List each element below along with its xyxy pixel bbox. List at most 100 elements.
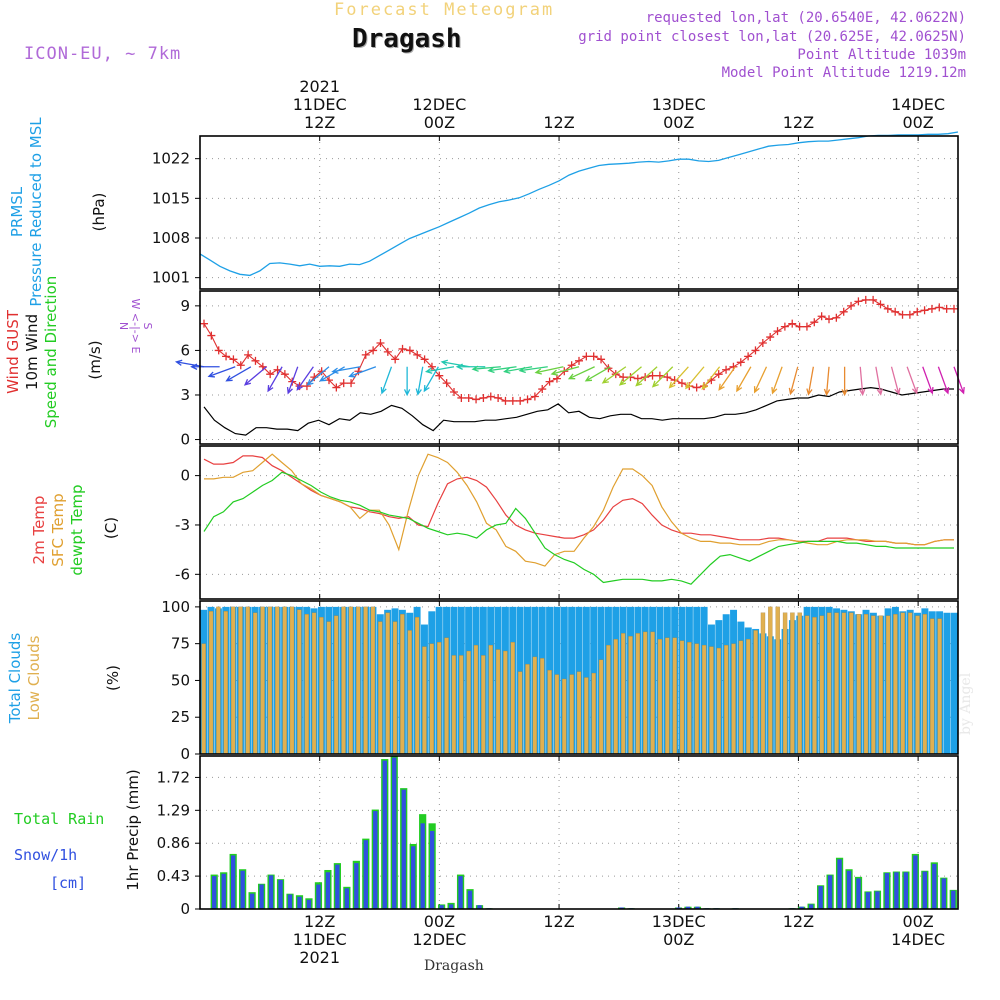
y-tick-label: 1001: [152, 269, 190, 287]
snow-bar: [420, 823, 425, 909]
low-cloud-bar: [481, 655, 486, 755]
gust-marker: [758, 338, 767, 347]
x-top-label: 2021: [299, 77, 340, 96]
y-tick-label: 50: [171, 671, 190, 689]
gust-marker: [795, 322, 804, 331]
y-tick-label: 1015: [152, 189, 190, 207]
gust-marker: [722, 365, 731, 374]
wind-arrow: [601, 366, 627, 384]
gust-marker: [626, 373, 635, 382]
y-tick-label: 0: [180, 467, 190, 485]
low-cloud-bar: [569, 674, 574, 755]
low-cloud-bar: [495, 649, 501, 755]
gust-marker: [457, 393, 466, 402]
gust-marker: [427, 362, 436, 371]
temp2m-line: [203, 455, 954, 546]
gust-marker: [692, 383, 701, 392]
wind-arrow: [753, 366, 768, 394]
wind-arrow: [651, 366, 674, 388]
low-cloud-bar: [444, 637, 449, 755]
low-cloud-bar: [201, 643, 206, 755]
snow-bar: [439, 905, 444, 909]
wind-arrow: [718, 366, 736, 391]
wind-arrow: [190, 363, 220, 370]
low-cloud-bar: [650, 631, 655, 755]
snow-bar: [458, 876, 463, 909]
wind-arrow: [348, 366, 377, 378]
low-cloud-bar: [812, 617, 817, 755]
wind-arrow: [306, 366, 330, 386]
y-tick-label: 0.86: [157, 834, 190, 852]
gust-marker: [442, 379, 451, 388]
low-cloud-bar: [333, 615, 339, 755]
snow-bar: [884, 873, 890, 909]
gust-marker: [222, 352, 231, 361]
wind-arrow: [890, 366, 901, 396]
wind-arrow: [286, 366, 299, 395]
snow-bar: [903, 872, 909, 909]
wind-panel: 0 3 6 9: [174, 291, 965, 449]
gust-marker: [619, 373, 628, 382]
gust-marker: [567, 361, 576, 370]
point-altitude: Point Altitude 1039m: [797, 47, 966, 63]
gust-marker: [347, 379, 356, 388]
snow-bar: [827, 875, 833, 909]
gust-marker: [817, 312, 826, 321]
low-cloud-bar: [562, 678, 567, 755]
low-cloud-bar: [253, 612, 258, 755]
wind-arrow: [584, 366, 611, 382]
gust-marker: [552, 374, 561, 383]
gust-marker: [802, 322, 811, 331]
gust-marker: [479, 393, 488, 402]
gust-marker: [935, 303, 944, 312]
gust-marker: [810, 318, 819, 327]
dewpt-line: [203, 471, 954, 585]
low-cloud-bar: [429, 643, 434, 755]
low-cloud-bar: [856, 614, 861, 755]
y-tick-label: -6: [175, 565, 190, 583]
wind-arrow: [296, 366, 314, 391]
gust-marker: [523, 395, 532, 404]
snow-bar: [875, 891, 880, 909]
low-cloud-bar: [370, 606, 376, 755]
snow-bar: [212, 876, 217, 909]
temp-ylabel-2: dewpt Temp: [68, 484, 86, 575]
low-cloud-bar: [392, 621, 398, 755]
low-cloud-bar: [849, 612, 854, 755]
gust-marker: [876, 300, 885, 309]
y-tick-label: 1008: [152, 229, 190, 247]
gust-marker: [450, 388, 458, 397]
snow-bar: [373, 811, 378, 909]
x-bottom-label: 12Z: [783, 912, 814, 931]
x-bottom-label: 00Z: [663, 930, 694, 949]
snow-bar: [865, 892, 871, 909]
snow-bar: [695, 906, 700, 909]
low-cloud-bar: [437, 642, 442, 755]
snow-bar: [846, 870, 852, 909]
low-cloud-bar: [260, 606, 265, 755]
compass-label: N: [117, 322, 130, 330]
gust-marker: [486, 392, 495, 401]
snow-bar: [401, 789, 406, 909]
low-cloud-bar: [782, 612, 788, 755]
pressure-ylabel-1: Pressure Reduced to MSL: [27, 117, 45, 307]
low-cloud-bar: [738, 640, 744, 755]
gust-marker: [236, 361, 245, 370]
low-cloud-bar: [341, 606, 346, 755]
low-cloud-bar: [907, 612, 913, 755]
snow-bar: [951, 890, 956, 909]
x-top-label: 00Z: [424, 113, 455, 132]
low-cloud-bar: [635, 633, 641, 755]
gust-marker: [736, 358, 745, 367]
wind-arrow: [823, 366, 831, 397]
total-cloud-bar: [950, 612, 958, 754]
clouds-frame: [199, 600, 959, 755]
clouds-ylabel-0: Total Clouds: [6, 633, 24, 725]
low-cloud-bar: [451, 655, 457, 755]
y-tick-label: 1022: [152, 150, 190, 168]
gust-marker: [927, 304, 936, 313]
low-cloud-bar: [694, 643, 699, 755]
gust-marker: [229, 355, 238, 364]
low-cloud-bar: [532, 656, 538, 755]
